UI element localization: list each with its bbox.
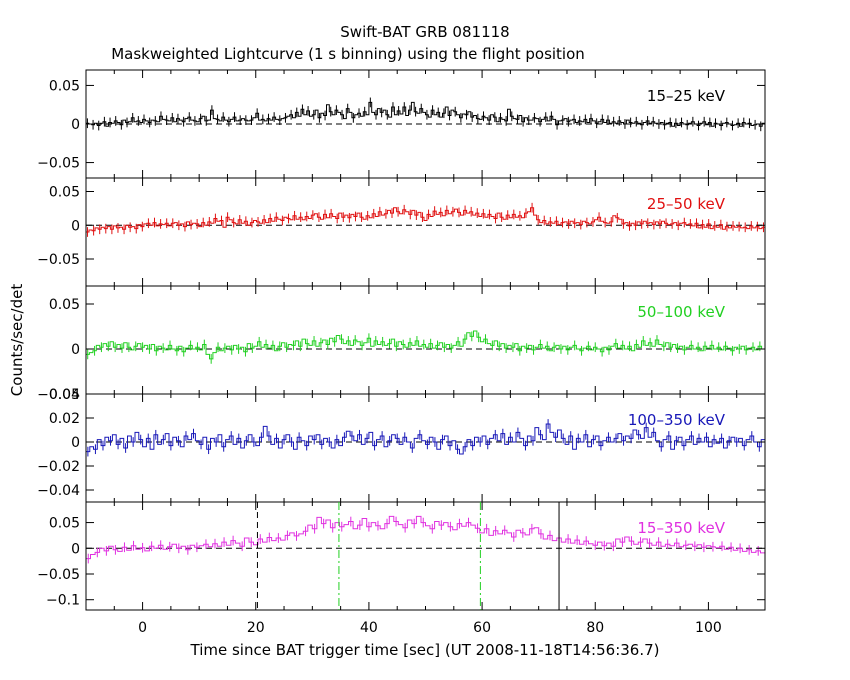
- band-label: 25–50 keV: [647, 195, 726, 213]
- y-tick-label: 0: [71, 541, 80, 557]
- chart-subtitle: Maskweighted Lightcurve (1 s binning) us…: [111, 45, 585, 63]
- band-label: 100–350 keV: [628, 411, 726, 429]
- y-tick-label: 0.05: [49, 516, 80, 532]
- y-tick-label: −0.05: [37, 156, 80, 172]
- series-line-15-350-keV: [86, 515, 765, 560]
- panel-4: −0.1 −0.05 0 0.05 15–350 keV: [37, 501, 766, 611]
- y-tick-label: −0.04: [37, 483, 80, 499]
- chart-title: Swift-BAT GRB 081118: [340, 23, 509, 41]
- series-line-50-100-keV: [86, 330, 765, 360]
- y-tick-label: 0.05: [49, 297, 80, 313]
- panel-0: −0.05 0 0.05 15–25 keV: [37, 69, 766, 179]
- y-tick-label: −0.1: [46, 593, 80, 609]
- band-label: 15–25 keV: [647, 87, 726, 105]
- y-axis-label: Counts/sec/det: [8, 284, 26, 397]
- y-tick-label: 0.04: [49, 387, 80, 403]
- y-tick-label: −0.05: [37, 387, 80, 403]
- panel-1: −0.05 0 0.05 25–50 keV: [37, 177, 766, 287]
- x-tick-label: 100: [695, 620, 722, 636]
- x-tick-label: 40: [360, 620, 378, 636]
- series-line-15-25-keV: [86, 101, 765, 127]
- y-tick-label: −0.05: [37, 567, 80, 583]
- y-tick-label: −0.05: [37, 252, 80, 268]
- series-line-25-50-keV: [86, 207, 765, 233]
- band-label: 50–100 keV: [637, 303, 725, 321]
- y-tick-label: 0: [71, 342, 80, 358]
- y-tick-label: 0: [71, 218, 80, 234]
- series-line-100-350-keV: [86, 423, 765, 455]
- y-tick-label: 0.02: [49, 411, 80, 427]
- x-axis-label: Time since BAT trigger time [sec] (UT 20…: [190, 641, 660, 659]
- y-tick-label: 0: [71, 435, 80, 451]
- panel-3: −0.04 −0.02 0 0.02 0.04 100–350 keV: [37, 387, 766, 503]
- y-tick-label: −0.02: [37, 459, 80, 475]
- x-tick-label: 0: [138, 620, 147, 636]
- band-label: 15–350 keV: [637, 519, 725, 537]
- x-tick-label: 80: [586, 620, 604, 636]
- x-tick-label: 20: [247, 620, 265, 636]
- y-tick-label: 0.05: [49, 78, 80, 94]
- y-tick-label: 0.05: [49, 185, 80, 201]
- y-tick-label: 0: [71, 117, 80, 133]
- panel-2: −0.05 0 0.05 50–100 keV: [37, 285, 766, 403]
- x-tick-label: 60: [473, 620, 491, 636]
